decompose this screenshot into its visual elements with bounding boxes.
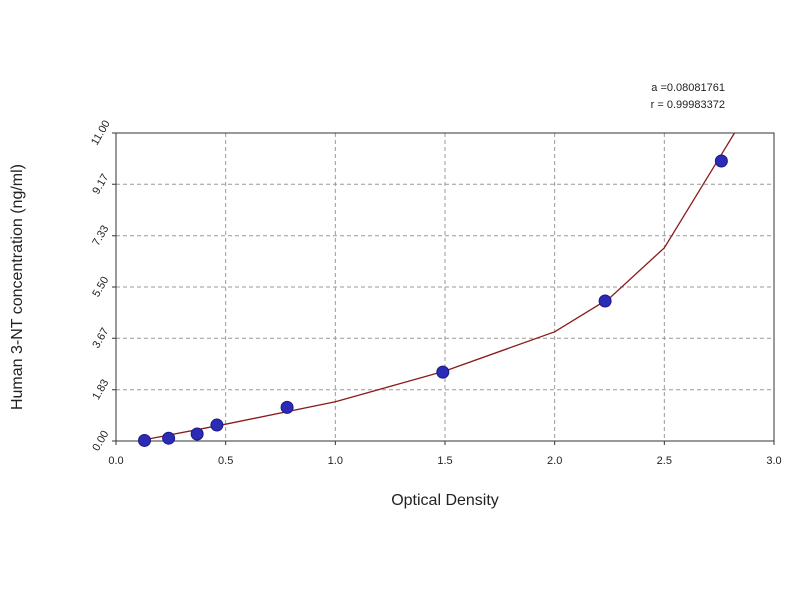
x-tick-label: 2.5 [657,455,672,467]
x-tick-label: 3.0 [766,455,781,467]
x-tick-label: 1.0 [328,455,343,467]
fit-curve [137,132,736,442]
annotation: r = 0.99983372 [651,99,725,111]
x-tick-label: 1.5 [437,455,452,467]
y-axis-title: Human 3-NT concentration (ng/ml) [9,164,26,410]
data-point [436,365,450,379]
x-axis-title: Optical Density [391,492,499,509]
data-point [190,427,204,441]
data-point [210,418,224,432]
x-tick-label: 0.5 [218,455,233,467]
plot-frame [115,132,775,442]
data-point [162,431,176,445]
data-point [138,433,152,447]
data-point [714,154,728,168]
data-point [598,294,612,308]
x-tick-label: 2.0 [547,455,562,467]
annotation: a =0.08081761 [651,82,725,94]
x-tick-label: 0.0 [108,455,123,467]
data-point [280,400,294,414]
